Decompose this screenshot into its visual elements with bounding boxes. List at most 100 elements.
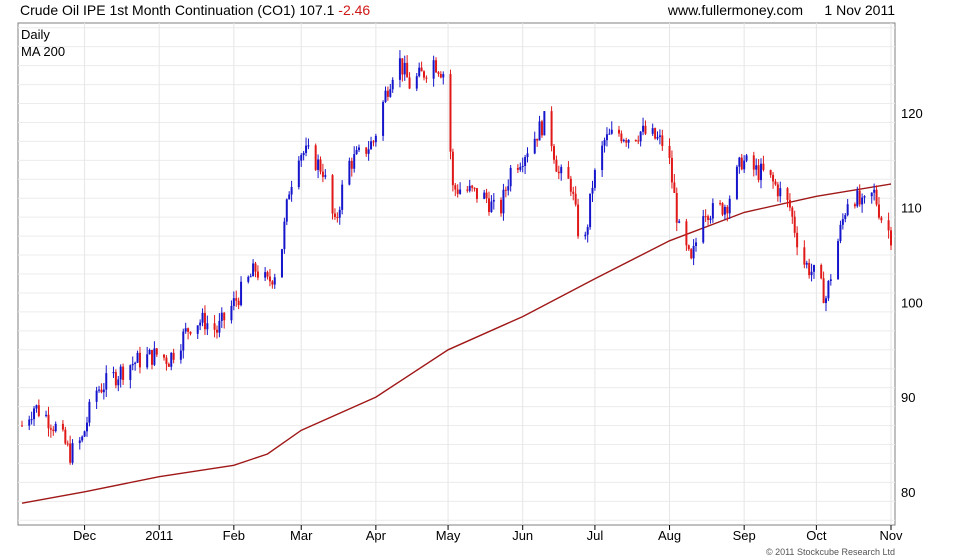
candle-body: [179, 350, 182, 360]
candle-body: [54, 423, 57, 432]
candle-body: [658, 135, 661, 137]
candle-body: [203, 312, 206, 330]
candle-body: [367, 149, 370, 154]
candle-body: [873, 189, 876, 193]
candle-body: [386, 90, 389, 97]
x-tick-label: May: [436, 528, 461, 543]
candle-body: [586, 227, 589, 235]
candle-body: [442, 74, 445, 78]
candle-body: [757, 165, 760, 181]
candle-body: [675, 192, 678, 223]
candle-body: [521, 165, 524, 167]
candle-body: [297, 160, 300, 188]
candle-body: [846, 204, 849, 216]
candle-body: [45, 414, 48, 416]
candle-body: [305, 145, 308, 153]
candle-body: [752, 155, 755, 170]
candle-body: [810, 271, 813, 276]
candle-body: [524, 157, 527, 166]
candle-body: [382, 102, 385, 136]
candle-body: [30, 419, 33, 421]
candle-body: [148, 349, 151, 355]
candle-body: [66, 443, 69, 445]
candle-body: [456, 189, 459, 194]
candle-body: [401, 58, 404, 75]
x-tick-label: 2011: [145, 528, 173, 543]
legend-ma200: MA 200: [21, 44, 65, 59]
candle-body: [475, 188, 478, 199]
candle-body: [678, 221, 681, 223]
candle-body: [788, 199, 791, 208]
candle-body: [552, 146, 555, 160]
candle-body: [52, 429, 55, 432]
candle-body: [762, 163, 765, 170]
candle-body: [218, 320, 221, 333]
y-axis: 80 90 100 110 120: [901, 106, 923, 500]
candle-body: [584, 234, 587, 237]
candle-body: [863, 196, 866, 198]
candle-body: [365, 147, 368, 154]
ma-layer: [21, 183, 892, 504]
candle-body: [837, 241, 840, 280]
candle-body: [321, 171, 324, 177]
candle-body: [468, 185, 471, 191]
x-tick-label: Apr: [366, 528, 387, 543]
candle-body: [454, 185, 457, 190]
candle-body: [232, 298, 235, 307]
candle-body: [825, 298, 828, 304]
candle-body: [745, 155, 748, 161]
candle-body: [81, 436, 84, 441]
candle-body: [858, 190, 861, 205]
ma200-line: [21, 183, 892, 504]
candle-body: [415, 76, 418, 89]
candle-body: [37, 405, 40, 416]
candle-body: [215, 329, 218, 333]
candle-body: [98, 389, 101, 391]
candle-body: [350, 160, 353, 169]
candle-body: [398, 58, 401, 80]
candle-body: [661, 135, 664, 147]
candle-body: [451, 151, 454, 186]
candle-body: [420, 67, 423, 72]
candle-body: [201, 312, 204, 323]
candle-body: [288, 194, 291, 200]
candle-body: [302, 152, 305, 156]
candle-body: [355, 149, 358, 155]
x-tick-label: Sep: [733, 528, 756, 543]
candle-body: [702, 216, 705, 243]
x-axis: Dec 2011 Feb Mar Apr May Jun Jul Aug Sep Oct Nov: [73, 525, 903, 543]
candle-body: [861, 197, 864, 205]
candle-body: [829, 279, 832, 281]
candle-body: [300, 155, 303, 161]
candle-body: [199, 322, 202, 326]
candle-body: [196, 325, 199, 334]
candle-body: [114, 372, 117, 386]
candle-body: [485, 192, 488, 199]
y-tick-label: 90: [901, 390, 915, 405]
candle-body: [695, 242, 698, 246]
candle-body: [500, 199, 503, 214]
candle-body: [492, 199, 495, 202]
candle-body: [589, 193, 592, 228]
candle-body: [172, 352, 175, 360]
x-grid: [84, 23, 892, 525]
candle-body: [155, 348, 158, 355]
candle-body: [95, 390, 98, 402]
candle-body: [307, 145, 310, 147]
x-tick-label: Feb: [223, 528, 245, 543]
candle-body: [317, 159, 320, 170]
candle-body: [435, 60, 438, 73]
candle-body: [49, 428, 52, 430]
x-tick-label: Nov: [879, 528, 903, 543]
candle-body: [639, 131, 642, 142]
candle-body: [719, 203, 722, 205]
candle-body: [557, 171, 560, 174]
candle-body: [256, 271, 259, 278]
candle-body: [673, 182, 676, 193]
site-label: www.fullermoney.com: [667, 2, 803, 18]
candle-body: [336, 217, 339, 219]
candle-body: [808, 262, 811, 276]
candle-body: [877, 204, 880, 218]
candle-body: [634, 139, 637, 141]
